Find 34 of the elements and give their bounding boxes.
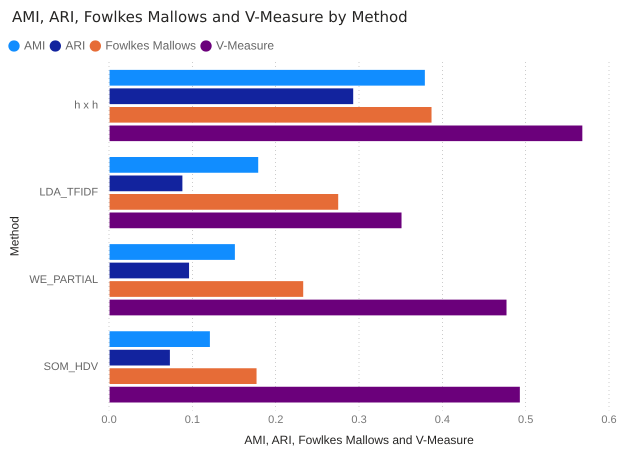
x-tick-label: 0.3 [351,414,367,426]
chart-title: AMI, ARI, Fowlkes Mallows and V-Measure by Method [12,8,408,26]
bar [110,88,354,104]
x-tick-label: 0.0 [101,414,117,426]
bar [110,368,257,384]
y-tick-label: SOM_HDV [44,360,99,373]
bar [110,331,210,347]
bar [110,176,182,192]
bar [110,157,258,173]
bar [110,194,338,210]
x-tick-label: 0.1 [184,414,200,426]
x-tick-label: 0.4 [434,414,450,426]
bar [110,262,190,278]
y-tick-label: WE_PARTIAL [29,274,98,286]
y-tick-label: h x h [74,100,98,112]
x-tick-label: 0.5 [518,414,534,426]
legend-label: AMI [24,38,46,52]
bar [110,386,520,402]
y-tick-label: LDA_TFIDF [39,186,98,199]
bar [110,281,304,297]
bar [110,244,235,260]
bar [110,300,507,316]
legend-label: V-Measure [216,38,274,52]
x-tick-label: 0.2 [268,414,284,426]
legend-label: Fowlkes Mallows [105,38,196,52]
legend-label: ARI [65,38,86,52]
x-axis-title: AMI, ARI, Fowlkes Mallows and V-Measure [244,433,474,448]
bar [110,212,402,228]
bar [110,125,582,142]
y-axis-title: Method [8,216,22,256]
bar [110,350,170,366]
x-tick-label: 0.6 [601,414,617,426]
bar [110,106,432,123]
bar [110,70,425,86]
